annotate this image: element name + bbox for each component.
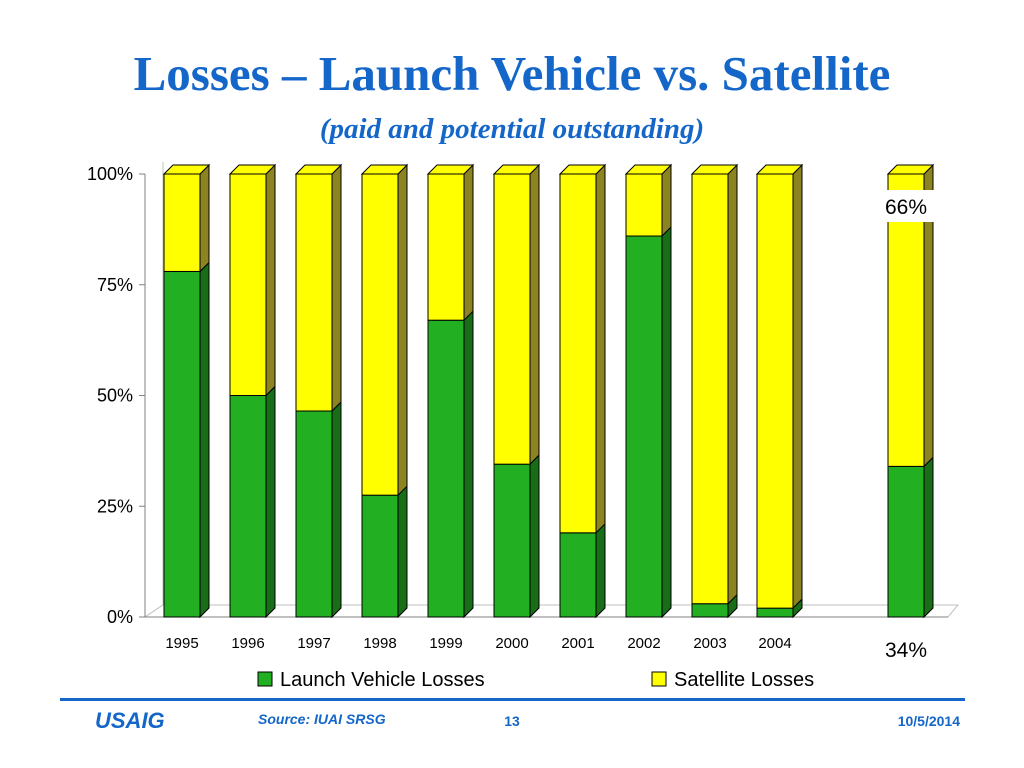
- bar-top-2003: [690, 164, 739, 175]
- launch-vehicle-losses-bar-2002-side: [661, 225, 672, 619]
- footer-divider: [60, 698, 965, 701]
- x-tick-label-1996: 1996: [231, 635, 264, 652]
- launch-vehicle-losses-bar-1997-side: [331, 400, 342, 619]
- launch-vehicle-losses-bar-1996: [229, 395, 267, 618]
- satellite-losses-bar-1996: [229, 173, 267, 396]
- x-tick-label-2002: 2002: [627, 635, 660, 652]
- y-tick-label: 100%: [87, 164, 133, 184]
- satellite-losses-bar-1996-side: [265, 163, 276, 397]
- x-tick-label-1997: 1997: [297, 635, 330, 652]
- satellite-losses-bar-1999-side: [463, 163, 474, 322]
- data-label-satellite-losses-total: 66%: [885, 196, 927, 219]
- stacked-bar-chart: 0% 25% 50% 75% 100% 1995 1996 1997 1998 1999 2000 2…: [87, 162, 960, 691]
- bar-top-1999: [426, 164, 475, 175]
- x-tick-label-2001: 2001: [561, 635, 594, 652]
- satellite-losses-bar-1995: [163, 173, 201, 272]
- bar-top-2001: [558, 164, 607, 175]
- data-label-bg: [872, 190, 940, 222]
- x-tick-label-1999: 1999: [429, 635, 462, 652]
- data-label-bg: [872, 633, 940, 665]
- satellite-losses-bar-1998-side: [397, 163, 408, 497]
- x-tick-label-2000: 2000: [495, 635, 528, 652]
- page-number: 13: [504, 713, 520, 729]
- x-tick-label-2003: 2003: [693, 635, 726, 652]
- y-tick-label: 25%: [97, 496, 133, 516]
- y-tick-label: 50%: [97, 386, 133, 406]
- bar-top-1998: [360, 164, 409, 175]
- bar-top-2002: [624, 164, 673, 175]
- slide-date: 10/5/2014: [897, 713, 960, 729]
- satellite-losses-bar-2003: [691, 173, 729, 605]
- launch-vehicle-losses-bar-2004: [756, 607, 794, 618]
- launch-vehicle-losses-bar-1998: [361, 494, 399, 618]
- legend-swatch-satellite-losses: [651, 671, 667, 687]
- usaig-logo: USAIG: [95, 708, 165, 733]
- bar-top-1997: [294, 164, 343, 175]
- launch-vehicle-losses-bar-1995: [163, 270, 201, 618]
- data-label-launch-vehicle-losses-total: 34%: [885, 639, 927, 662]
- satellite-losses-bar-2000-side: [529, 163, 540, 466]
- launch-vehicle-losses-bar-total-side: [923, 456, 934, 619]
- satellite-losses-bar-1997: [295, 173, 333, 412]
- legend-swatch-launch-vehicle-losses: [257, 671, 273, 687]
- bar-top-2004: [755, 164, 804, 175]
- x-tick-label-1995: 1995: [165, 635, 198, 652]
- launch-vehicle-losses-bar-2001-side: [595, 522, 606, 619]
- satellite-losses-bar-2002: [625, 173, 663, 237]
- satellite-losses-bar-2003-side: [727, 163, 738, 605]
- launch-vehicle-losses-bar-2000-side: [529, 453, 540, 619]
- satellite-losses-bar-2002-side: [661, 163, 672, 238]
- satellite-losses-bar-2004-side: [792, 163, 803, 610]
- slide-title: Losses – Launch Vehicle vs. Satellite: [133, 46, 891, 101]
- launch-vehicle-losses-bar-2002: [625, 235, 663, 618]
- y-tick-label: 0%: [107, 607, 133, 627]
- satellite-losses-bar-2001-side: [595, 163, 606, 535]
- bar-top-1995: [162, 164, 211, 175]
- satellite-losses-bar-total: [887, 173, 925, 467]
- launch-vehicle-losses-bar-1997: [295, 410, 333, 618]
- y-tick-label: 75%: [97, 275, 133, 295]
- chart-back-wall: [144, 162, 164, 618]
- legend-label-satellite-losses: Satellite Losses: [674, 669, 814, 691]
- source-note: Source: IUAI SRSG: [258, 711, 386, 727]
- bar-top-2000: [492, 164, 541, 175]
- satellite-losses-bar-1997-side: [331, 163, 342, 413]
- launch-vehicle-losses-bar-1995-side: [199, 261, 210, 619]
- legend-label-launch-vehicle-losses: Launch Vehicle Losses: [280, 669, 485, 691]
- launch-vehicle-losses-bar-total: [887, 465, 925, 618]
- launch-vehicle-losses-bar-2001: [559, 532, 597, 618]
- launch-vehicle-losses-bar-1999-side: [463, 309, 474, 619]
- satellite-losses-bar-2004: [756, 173, 794, 609]
- satellite-losses-bar-1999: [427, 173, 465, 321]
- slide-subtitle: (paid and potential outstanding): [319, 113, 705, 145]
- launch-vehicle-losses-bar-1999: [427, 319, 465, 618]
- launch-vehicle-losses-bar-1996-side: [265, 385, 276, 619]
- launch-vehicle-losses-bar-2003: [691, 603, 729, 618]
- satellite-losses-bar-1995-side: [199, 163, 210, 273]
- bar-top-1996: [228, 164, 277, 175]
- satellite-losses-bar-1998: [361, 173, 399, 496]
- x-tick-label-2004: 2004: [758, 635, 791, 652]
- satellite-losses-bar-2001: [559, 173, 597, 534]
- launch-vehicle-losses-bar-1998-side: [397, 484, 408, 619]
- satellite-losses-bar-2000: [493, 173, 531, 465]
- launch-vehicle-losses-bar-2000: [493, 463, 531, 618]
- x-tick-label-1998: 1998: [363, 635, 396, 652]
- bar-top-total: [886, 164, 935, 175]
